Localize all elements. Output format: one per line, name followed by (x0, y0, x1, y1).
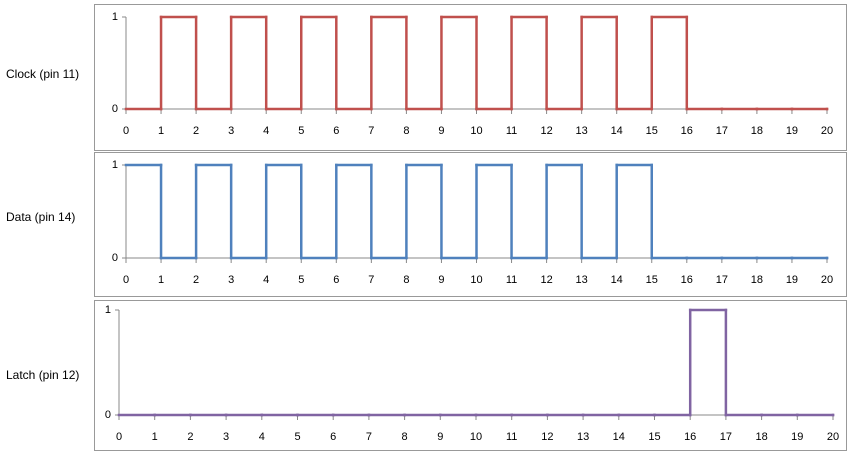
x-tick-label: 18 (751, 125, 763, 137)
x-tick-label: 12 (540, 274, 552, 286)
y-tick-label: 0 (112, 252, 118, 264)
x-tick-label: 15 (648, 431, 660, 443)
x-tick-label: 2 (193, 125, 199, 137)
x-tick-label: 4 (263, 125, 269, 137)
x-tick-label: 17 (720, 431, 732, 443)
x-tick-label: 11 (506, 125, 517, 137)
x-tick-label: 12 (541, 431, 553, 443)
x-tick-label: 10 (470, 274, 482, 286)
y-axis-label: Data (pin 14) (6, 210, 75, 224)
panel-border (94, 300, 847, 451)
x-tick-label: 14 (613, 431, 625, 443)
x-tick-label: 13 (577, 431, 589, 443)
x-tick-label: 4 (263, 274, 269, 286)
x-tick-label: 7 (366, 431, 372, 443)
x-tick-label: 20 (827, 431, 839, 443)
x-tick-label: 17 (716, 125, 728, 137)
x-tick-label: 2 (187, 431, 193, 443)
x-tick-label: 19 (791, 431, 803, 443)
x-tick-label: 0 (123, 274, 129, 286)
y-tick-label: 1 (112, 11, 118, 23)
x-tick-label: 18 (751, 274, 763, 286)
x-tick-label: 6 (333, 125, 339, 137)
x-tick-label: 16 (681, 125, 693, 137)
x-tick-label: 20 (821, 274, 833, 286)
panel-border (94, 4, 847, 151)
x-tick-label: 7 (368, 125, 374, 137)
x-tick-label: 11 (506, 431, 517, 443)
x-tick-label: 15 (646, 274, 658, 286)
x-tick-label: 3 (223, 431, 229, 443)
x-tick-label: 4 (259, 431, 265, 443)
y-tick-label: 1 (105, 304, 111, 316)
x-tick-label: 0 (116, 431, 122, 443)
x-tick-label: 10 (470, 125, 482, 137)
x-tick-label: 6 (333, 274, 339, 286)
x-tick-label: 9 (438, 125, 444, 137)
y-tick-label: 1 (112, 159, 118, 171)
x-tick-label: 13 (576, 125, 588, 137)
x-tick-label: 16 (684, 431, 696, 443)
x-tick-label: 16 (681, 274, 693, 286)
y-axis-label: Clock (pin 11) (6, 67, 79, 81)
x-tick-label: 1 (158, 125, 164, 137)
x-tick-label: 19 (786, 274, 798, 286)
x-tick-label: 8 (403, 274, 409, 286)
x-tick-label: 0 (123, 125, 129, 137)
x-tick-label: 15 (646, 125, 658, 137)
x-tick-label: 17 (716, 274, 728, 286)
x-tick-label: 3 (228, 125, 234, 137)
x-tick-label: 1 (152, 431, 158, 443)
y-tick-label: 0 (112, 103, 118, 115)
y-tick-label: 0 (105, 409, 111, 421)
x-tick-label: 5 (298, 125, 304, 137)
panel-border (94, 152, 847, 297)
x-tick-label: 7 (368, 274, 374, 286)
x-tick-label: 5 (298, 274, 304, 286)
x-tick-label: 9 (438, 274, 444, 286)
x-tick-label: 2 (193, 274, 199, 286)
x-tick-label: 6 (330, 431, 336, 443)
x-tick-label: 19 (786, 125, 798, 137)
x-tick-label: 14 (611, 274, 623, 286)
x-tick-label: 5 (294, 431, 300, 443)
x-tick-label: 3 (228, 274, 234, 286)
x-tick-label: 9 (437, 431, 443, 443)
x-tick-label: 8 (403, 125, 409, 137)
x-tick-label: 12 (540, 125, 552, 137)
x-tick-label: 20 (821, 125, 833, 137)
x-tick-label: 8 (402, 431, 408, 443)
x-tick-label: 18 (755, 431, 767, 443)
x-tick-label: 10 (470, 431, 482, 443)
x-tick-label: 11 (506, 274, 517, 286)
x-tick-label: 1 (158, 274, 164, 286)
x-tick-label: 14 (611, 125, 623, 137)
x-tick-label: 13 (576, 274, 588, 286)
y-axis-label: Latch (pin 12) (6, 368, 79, 382)
